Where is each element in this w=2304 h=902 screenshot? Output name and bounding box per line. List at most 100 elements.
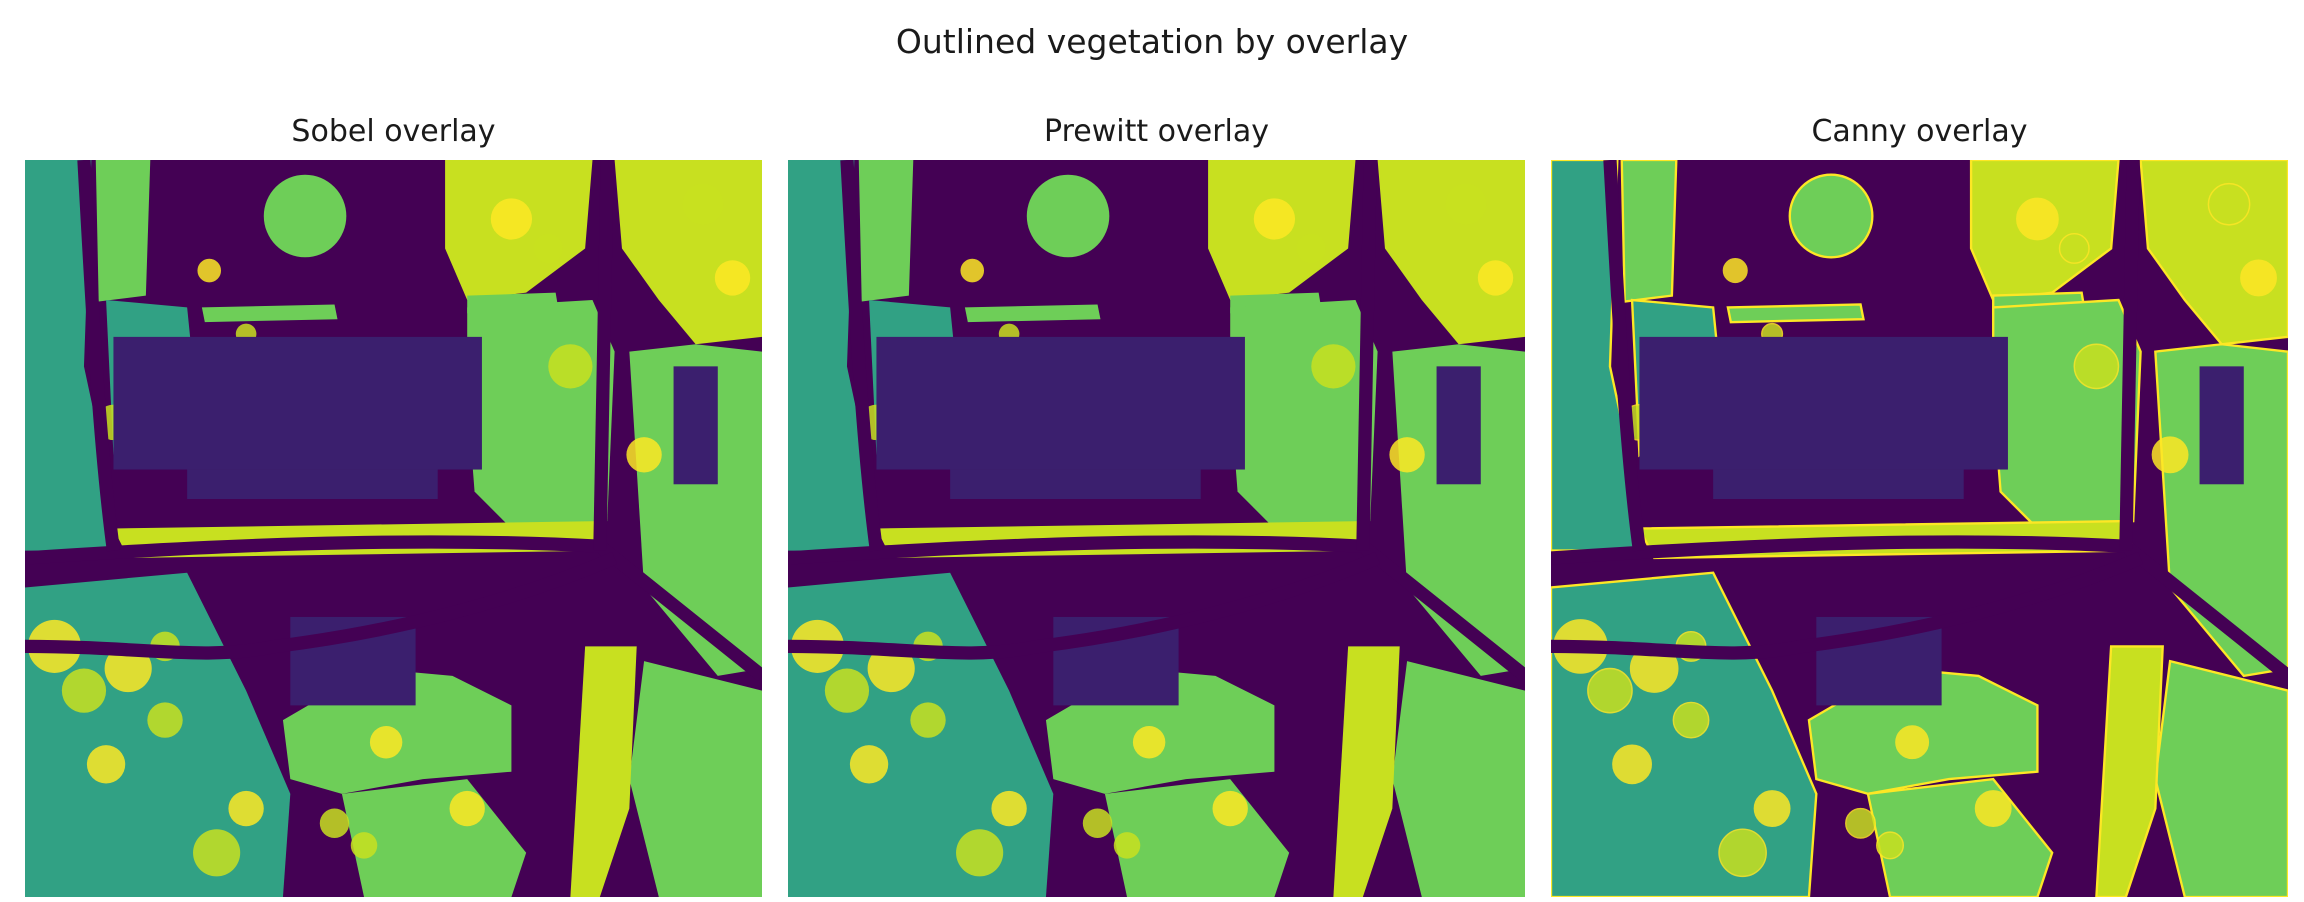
sobel-panel-title: Sobel overlay	[291, 114, 496, 149]
tree-crown	[1477, 260, 1514, 296]
road	[25, 551, 618, 660]
vegetation-round-lawn	[263, 174, 347, 258]
tree-crown	[910, 702, 946, 738]
road	[1551, 535, 2288, 682]
vegetation-triangle-field	[629, 661, 762, 897]
prewitt-overlay-image	[788, 160, 1525, 897]
canny-panel: Canny overlay	[1551, 110, 2288, 900]
tree-crown	[193, 829, 241, 877]
vegetation-trees-far-right	[614, 160, 762, 345]
tree-crown	[682, 183, 724, 225]
building-roof	[1436, 366, 1481, 485]
tree-crown	[1587, 667, 1633, 714]
road	[1551, 551, 2144, 660]
road	[2119, 160, 2140, 551]
tree-crown	[849, 745, 889, 784]
tree-crown	[956, 829, 1004, 877]
building-roof	[673, 366, 718, 485]
tree-crown	[147, 702, 183, 738]
road	[840, 160, 884, 552]
aerial-scene	[1551, 160, 2288, 897]
vegetation-triangle-field	[2154, 659, 2288, 897]
vegetation-lawn-right-block	[467, 300, 615, 529]
tree-crown	[960, 258, 985, 283]
vegetation-hedge-row-1	[201, 304, 338, 323]
tree-crown	[714, 260, 751, 296]
vegetation-lawn-right-block	[1992, 298, 2142, 530]
road	[788, 535, 1525, 682]
tree-crown	[86, 745, 126, 784]
vegetation-field-top-strip	[95, 160, 151, 302]
vegetation-round-lawn	[1026, 174, 1110, 258]
tree-crown	[1974, 790, 2012, 827]
tree-crown	[1612, 744, 1652, 785]
tree-crown	[197, 258, 222, 283]
tree-crown	[533, 233, 564, 264]
tree-crown	[490, 198, 533, 240]
building-roof	[950, 469, 1201, 500]
prewitt-panel: Prewitt overlay	[788, 110, 1525, 900]
building-roof	[1639, 336, 2008, 470]
building-roof	[2199, 366, 2244, 485]
vegetation-right-lower-strip	[570, 646, 637, 897]
tree-crown	[1722, 258, 1748, 284]
vegetation-field-top-strip	[858, 160, 914, 302]
tree-crown	[350, 832, 378, 859]
vegetation-right-lower-strip	[2095, 645, 2164, 897]
building-roof	[113, 336, 482, 470]
tree-crown	[1311, 344, 1356, 389]
aerial-scene	[788, 160, 1525, 897]
tree-crown	[1212, 790, 1248, 827]
vegetation-hedge-row-1	[1726, 303, 1865, 324]
tree-crown	[2073, 343, 2120, 390]
road	[77, 160, 121, 552]
vegetation-round-lawn	[1788, 173, 1874, 259]
road	[1356, 160, 1377, 551]
road	[788, 551, 1381, 660]
tree-crown	[1113, 832, 1141, 859]
figure-title: Outlined vegetation by overlay	[895, 22, 1409, 61]
road	[25, 535, 762, 682]
vegetation-trees-far-right	[1377, 160, 1525, 345]
sobel-overlay-image	[25, 160, 762, 897]
tree-crown	[2016, 197, 2059, 241]
tree-crown	[1445, 183, 1487, 225]
road	[1603, 160, 1647, 552]
tree-crown	[449, 790, 485, 827]
tree-crown	[369, 726, 403, 759]
vegetation-right-lower-strip	[1333, 646, 1400, 897]
tree-crown	[548, 344, 593, 389]
tree-crown	[2207, 182, 2251, 226]
tree-crown	[2151, 436, 2189, 474]
tree-crown	[1082, 808, 1113, 839]
building-roof	[876, 336, 1245, 470]
canny-overlay-image	[1551, 160, 2288, 897]
tree-crown	[1876, 831, 1905, 860]
tree-crown	[1132, 726, 1166, 759]
tree-crown	[319, 808, 350, 839]
vegetation-triangle-field	[1392, 661, 1525, 897]
tree-crown	[626, 437, 662, 473]
tree-crown	[991, 790, 1027, 827]
tree-crown	[1672, 701, 1710, 739]
prewitt-panel-title: Prewitt overlay	[1044, 114, 1269, 149]
vegetation-hedge-row-1	[964, 304, 1101, 323]
tree-crown	[1845, 807, 1877, 839]
tree-crown	[1253, 198, 1296, 240]
tree-crown	[1389, 437, 1425, 473]
vegetation-field-left	[788, 160, 874, 551]
tree-crown	[1895, 725, 1930, 760]
tree-crown	[1753, 790, 1791, 827]
tree-crown	[824, 668, 870, 713]
tree-crown	[1718, 828, 1767, 878]
tree-crown	[228, 790, 264, 827]
canny-panel-title: Canny overlay	[1811, 114, 2028, 149]
building-roof	[1713, 469, 1964, 500]
building-roof	[187, 469, 438, 500]
vegetation-field-top-strip	[1620, 160, 1678, 303]
tree-crown	[2240, 259, 2277, 297]
vegetation-field-left	[25, 160, 111, 551]
tree-crown	[1296, 233, 1327, 264]
tree-crown	[2058, 232, 2090, 264]
tree-crown	[61, 668, 107, 713]
